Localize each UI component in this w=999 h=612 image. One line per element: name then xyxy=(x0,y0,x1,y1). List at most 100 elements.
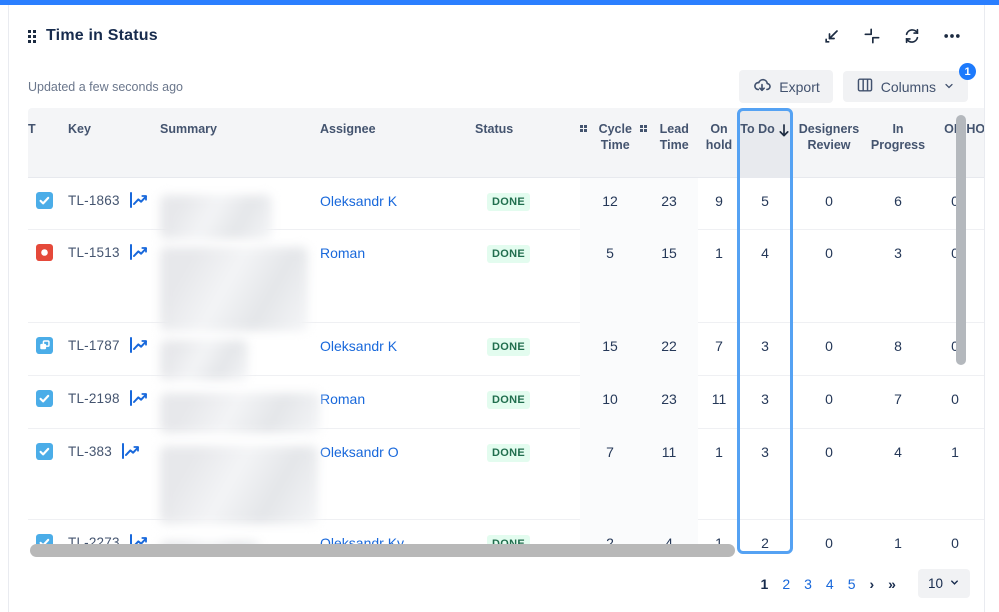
table-actions: Export Columns 1 xyxy=(739,63,976,103)
export-button-label: Export xyxy=(779,78,820,95)
column-header-to_do[interactable]: To Do xyxy=(740,108,790,177)
column-header-label: Key xyxy=(68,122,91,136)
issue-summary-cell xyxy=(160,376,320,433)
column-header-label: Status xyxy=(475,122,514,136)
cell-on-hold-2: 0 xyxy=(928,178,984,239)
column-header-label: Lead Time xyxy=(659,122,689,152)
issue-key-cell: TL-1787 xyxy=(68,323,160,380)
cell-value: 23 xyxy=(661,193,677,209)
table-header-row: T Key Summary Assignee Status Cycle Time Lead … xyxy=(28,108,984,178)
cell-value: 4 xyxy=(894,444,902,460)
cell-value: 1 xyxy=(715,245,723,261)
page-number-2[interactable]: 2 xyxy=(782,575,791,592)
table-row: TL-1863 Oleksandr K DONE 12 23 9 5 0 6 0 xyxy=(28,178,984,239)
horizontal-scrollbar[interactable] xyxy=(30,544,735,557)
issue-key: TL-2198 xyxy=(68,391,120,406)
cell-to-do: 3 xyxy=(740,323,790,380)
column-header-status[interactable]: Status xyxy=(475,108,580,177)
page-size-select[interactable]: 10 xyxy=(917,569,970,598)
collapse-icon[interactable] xyxy=(860,24,884,48)
column-header-label: On hold xyxy=(705,122,733,152)
cell-value: 11 xyxy=(711,391,727,407)
issue-trend-chart-icon[interactable] xyxy=(129,244,149,263)
widget-accent-bar xyxy=(0,0,999,5)
export-button[interactable]: Export xyxy=(739,70,833,103)
cell-on-hold: 1 xyxy=(698,230,740,331)
refresh-icon[interactable] xyxy=(900,24,924,48)
cell-value: 1 xyxy=(894,535,902,551)
cell-lead-time: 15 xyxy=(640,230,698,331)
drag-handle-icon[interactable] xyxy=(28,29,36,43)
vertical-scrollbar[interactable] xyxy=(956,115,966,365)
minimize-icon[interactable] xyxy=(820,24,844,48)
cell-to-do: 5 xyxy=(740,178,790,239)
cell-value: 12 xyxy=(602,193,618,209)
table-row: TL-1513 Roman DONE 5 15 1 4 0 3 0 xyxy=(28,230,984,331)
column-header-assignee[interactable]: Assignee xyxy=(320,108,475,177)
cell-designers-review: 0 xyxy=(790,323,868,380)
table-row: TL-383 Oleksandr O DONE 7 11 1 3 0 4 1 xyxy=(28,429,984,524)
more-options-icon[interactable] xyxy=(940,24,964,48)
page-number-5[interactable]: 5 xyxy=(847,575,856,592)
title-group: Time in Status xyxy=(28,27,158,45)
cell-value: 1 xyxy=(951,444,959,460)
cell-value: 0 xyxy=(825,245,833,261)
issue-key-cell: TL-2198 xyxy=(68,376,160,433)
column-header-cycle_time[interactable]: Cycle Time xyxy=(580,108,640,177)
next-page-icon[interactable]: › xyxy=(869,575,875,592)
column-header-lead_time[interactable]: Lead Time xyxy=(640,108,698,177)
cell-value: 2 xyxy=(606,535,614,551)
status-cell: DONE xyxy=(475,376,580,433)
issue-type-task-icon xyxy=(36,390,53,410)
issue-trend-chart-icon[interactable] xyxy=(129,390,149,409)
cell-on-hold: 9 xyxy=(698,178,740,239)
assignee-link[interactable]: Oleksandr K xyxy=(320,338,398,354)
chevron-down-icon xyxy=(943,79,955,95)
cell-lead-time: 23 xyxy=(640,376,698,433)
column-drag-icon[interactable] xyxy=(640,125,647,132)
column-header-key[interactable]: Key xyxy=(68,108,160,177)
issue-trend-chart-icon[interactable] xyxy=(121,443,141,462)
issue-trend-chart-icon[interactable] xyxy=(129,337,149,356)
export-cloud-download-icon xyxy=(752,76,772,97)
cell-value: 3 xyxy=(761,444,769,460)
column-header-on_hold[interactable]: On hold xyxy=(698,108,740,177)
issue-summary-cell xyxy=(160,230,320,331)
status-cell: DONE xyxy=(475,323,580,380)
cell-value: 3 xyxy=(761,391,769,407)
page-number-4[interactable]: 4 xyxy=(825,575,834,592)
cell-designers-review: 0 xyxy=(790,520,868,557)
column-header-designers_review[interactable]: Designers Review xyxy=(790,108,868,177)
cell-on-hold-2: 0 xyxy=(928,520,984,557)
assignee-cell: Roman xyxy=(320,376,475,433)
page-number-3[interactable]: 3 xyxy=(804,575,812,592)
cell-value: 7 xyxy=(715,338,723,354)
status-badge: DONE xyxy=(487,245,530,263)
summary-redacted-blur xyxy=(160,446,318,524)
cell-value: 7 xyxy=(894,391,902,407)
last-page-icon[interactable]: » xyxy=(888,575,896,592)
issue-summary-cell xyxy=(160,429,320,524)
cell-designers-review: 0 xyxy=(790,230,868,331)
sort-desc-icon xyxy=(775,121,790,141)
column-header-in_progress[interactable]: In Progress xyxy=(868,108,928,177)
chevron-down-icon xyxy=(949,576,960,591)
assignee-link[interactable]: Roman xyxy=(320,391,366,407)
assignee-link[interactable]: Oleksandr K xyxy=(320,193,398,209)
column-header-type[interactable]: T xyxy=(28,108,68,177)
assignee-link[interactable]: Roman xyxy=(320,245,366,261)
assignee-link[interactable]: Oleksandr O xyxy=(320,444,399,460)
cell-value: 6 xyxy=(894,193,902,209)
cell-value: 5 xyxy=(606,245,614,261)
cell-value: 1 xyxy=(715,535,723,551)
cell-value: 0 xyxy=(951,391,959,407)
cell-in-progress: 4 xyxy=(868,429,928,524)
columns-button[interactable]: Columns 1 xyxy=(842,63,976,102)
column-header-summary[interactable]: Summary xyxy=(160,108,320,177)
issue-trend-chart-icon[interactable] xyxy=(129,192,149,211)
cell-on-hold-2: 0 xyxy=(928,376,984,433)
pagination: 1 2 3 4 5 › » 10 xyxy=(761,569,970,598)
page-number-1[interactable]: 1 xyxy=(760,575,769,592)
issue-type-task-icon xyxy=(36,192,53,212)
column-drag-icon[interactable] xyxy=(580,125,587,132)
